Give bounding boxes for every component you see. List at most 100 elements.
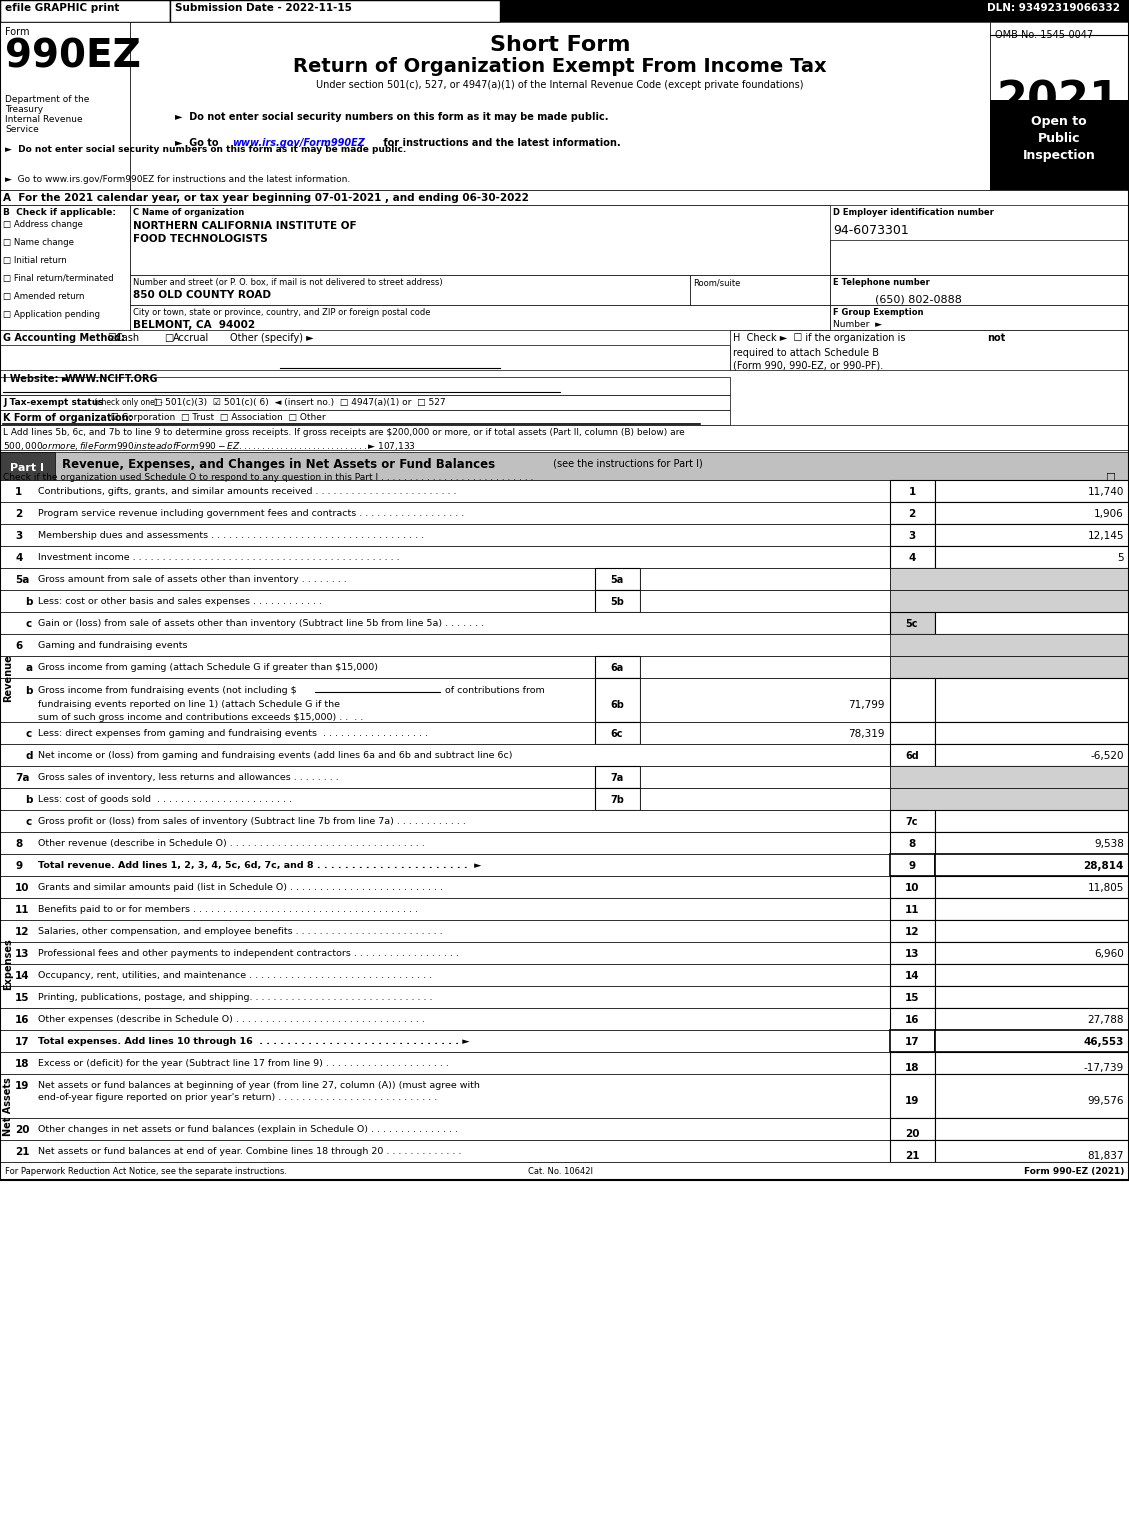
Text: L Add lines 5b, 6c, and 7b to line 9 to determine gross receipts. If gross recei: L Add lines 5b, 6c, and 7b to line 9 to … [3,429,685,438]
Text: 20: 20 [904,1128,919,1139]
Bar [0,721,1129,744]
Text: 4: 4 [15,554,23,563]
Bar [0,191,1129,204]
Text: Excess or (deficit) for the year (Subtract line 17 from line 9) . . . . . . . . : Excess or (deficit) for the year (Subtra… [38,1058,449,1068]
Text: 5b: 5b [610,596,624,607]
Text: Total revenue. Add lines 1, 2, 3, 4, 5c, 6d, 7c, and 8 . . . . . . . . . . . . .: Total revenue. Add lines 1, 2, 3, 4, 5c,… [38,862,481,869]
Text: 20: 20 [15,1125,29,1135]
Text: 990EZ: 990EZ [5,38,141,76]
Text: D Employer identification number: D Employer identification number [833,207,994,217]
Text: 14: 14 [15,971,29,981]
Bar [0,1141,1129,1162]
Bar [935,1029,1129,1052]
Text: 850 OLD COUNTY ROAD: 850 OLD COUNTY ROAD [133,290,271,300]
Bar [640,590,890,612]
Bar [890,854,935,875]
Text: ►  Go to: ► Go to [175,137,222,148]
Text: 99,576: 99,576 [1087,1096,1124,1106]
Bar [0,942,1129,964]
Text: Printing, publications, postage, and shipping. . . . . . . . . . . . . . . . . .: Printing, publications, postage, and shi… [38,993,432,1002]
Text: Gross amount from sale of assets other than inventory . . . . . . . .: Gross amount from sale of assets other t… [38,575,347,584]
Bar [890,766,1129,788]
Text: Revenue: Revenue [3,654,14,702]
Text: Submission Date - 2022-11-15: Submission Date - 2022-11-15 [175,3,352,14]
Bar [0,964,1129,987]
Bar [0,395,730,410]
Text: Number  ►: Number ► [833,320,882,329]
Text: H  Check ►  ☐ if the organization is: H Check ► ☐ if the organization is [733,332,909,343]
Text: City or town, state or province, country, and ZIP or foreign postal code: City or town, state or province, country… [133,308,430,317]
Text: (see the instructions for Part I): (see the instructions for Part I) [550,458,702,468]
Bar [640,788,890,810]
Bar [640,679,890,721]
Text: □ Application pending: □ Application pending [3,310,100,319]
Bar [0,204,130,329]
Bar [0,1118,1129,1141]
Bar [830,274,1129,305]
Text: 19: 19 [15,1081,29,1090]
Text: $500,000 or more, file Form 990 instead of Form 990-EZ . . . . . . . . . . . . .: $500,000 or more, file Form 990 instead … [3,441,415,451]
Text: 21: 21 [904,1151,919,1161]
Bar [935,987,1129,1008]
Text: □ Amended return: □ Amended return [3,291,85,300]
Text: ►  Do not enter social security numbers on this form as it may be made public.: ► Do not enter social security numbers o… [5,145,406,154]
Text: ►  Do not enter social security numbers on this form as it may be made public.: ► Do not enter social security numbers o… [175,111,609,122]
Bar [890,567,1129,590]
Text: Internal Revenue: Internal Revenue [5,114,82,124]
Bar [935,1141,1129,1162]
Text: -17,739: -17,739 [1084,1063,1124,1074]
Bar [935,854,1129,875]
Bar [0,410,730,425]
Bar [640,656,890,679]
Text: 9: 9 [909,862,916,871]
Bar [0,1162,1129,1180]
Bar [0,788,1129,810]
Text: Less: direct expenses from gaming and fundraising events  . . . . . . . . . . . : Less: direct expenses from gaming and fu… [38,729,428,738]
Text: Open to: Open to [1031,114,1087,128]
Text: BELMONT, CA  94002: BELMONT, CA 94002 [133,320,255,329]
Bar [935,744,1129,766]
Bar [595,679,640,721]
Text: For Paperwork Reduction Act Notice, see the separate instructions.: For Paperwork Reduction Act Notice, see … [5,1167,287,1176]
Bar [0,744,1129,766]
Text: Revenue, Expenses, and Changes in Net Assets or Fund Balances: Revenue, Expenses, and Changes in Net As… [62,458,496,471]
Text: 27,788: 27,788 [1087,1016,1124,1025]
Text: ►  Go to www.irs.gov/Form990EZ for instructions and the latest information.: ► Go to www.irs.gov/Form990EZ for instru… [5,175,350,185]
Bar [690,274,830,305]
Text: Other changes in net assets or fund balances (explain in Schedule O) . . . . . .: Other changes in net assets or fund bala… [38,1125,458,1135]
Text: Room/suite: Room/suite [693,278,741,287]
Text: 46,553: 46,553 [1084,1037,1124,1048]
Bar [0,920,1129,942]
Text: J Tax-exempt status: J Tax-exempt status [3,398,104,407]
Bar [935,875,1129,898]
Bar [0,345,730,371]
Text: Membership dues and assessments . . . . . . . . . . . . . . . . . . . . . . . . : Membership dues and assessments . . . . … [38,531,425,540]
Bar [935,480,1129,502]
Bar [0,679,1129,721]
Text: Professional fees and other payments to independent contractors . . . . . . . . : Professional fees and other payments to … [38,949,458,958]
Bar [890,546,935,567]
Text: b: b [25,795,33,805]
Bar [0,21,130,191]
Bar [0,854,1129,875]
Bar [0,1029,1129,1052]
Bar [890,1008,935,1029]
Text: Service: Service [5,125,38,134]
Text: 13: 13 [904,949,919,959]
Bar [890,590,1129,612]
Text: sum of such gross income and contributions exceeds $15,000) . .  . .: sum of such gross income and contributio… [38,714,364,721]
Text: NORTHERN CALIFORNIA INSTITUTE OF: NORTHERN CALIFORNIA INSTITUTE OF [133,221,357,230]
Text: 12,145: 12,145 [1087,531,1124,541]
Text: 14: 14 [904,971,919,981]
Bar [730,329,1129,371]
Text: K Form of organization:: K Form of organization: [3,413,132,422]
Text: Form: Form [5,27,29,37]
Bar [595,656,640,679]
Text: (650) 802-0888: (650) 802-0888 [875,294,962,305]
Bar [595,721,640,744]
Bar [890,656,1129,679]
Bar [890,525,935,546]
Bar [890,810,935,833]
Text: Net Assets: Net Assets [3,1078,14,1136]
Bar [990,101,1129,191]
